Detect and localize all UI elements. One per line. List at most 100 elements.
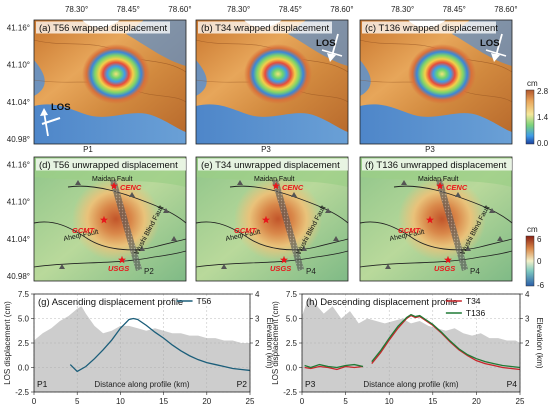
- colorbar-wrapped: cm 2.8 1.4 0.0: [525, 79, 549, 148]
- profile-end-label: P4: [507, 379, 518, 389]
- unwrapped-map-panel: (d) T56 unwrapped displacement Maidan Fau…: [33, 156, 187, 282]
- unwrapped-map-panel: (e) T34 unwrapped displacement Maidan Fau…: [195, 156, 349, 282]
- usgs-star: [444, 255, 452, 264]
- fault-triangle: [171, 236, 177, 241]
- longitude-label: 78.30°: [227, 5, 250, 14]
- cenc-label: CENC: [446, 183, 468, 192]
- map-frame: [33, 156, 187, 282]
- y-tick-label: 7.5: [286, 290, 298, 299]
- profile-swath: [272, 179, 304, 271]
- cenc-label: CENC: [120, 183, 142, 192]
- elevation-area: [302, 296, 520, 392]
- los-arrow-head: [491, 53, 500, 62]
- fault-triangle: [221, 264, 227, 269]
- x-tick-label: 10: [385, 397, 394, 406]
- x-tick-label: 20: [202, 397, 211, 406]
- longitude-label: 78.60°: [168, 5, 191, 14]
- deformation-field: [398, 177, 486, 261]
- fault-line: [195, 250, 349, 268]
- legend-label-t136: T136: [466, 308, 486, 318]
- series-line-t34: [371, 314, 521, 371]
- y2-axis-title: Elevation (km): [535, 317, 544, 368]
- cenc-star: [436, 181, 444, 190]
- cenc-label: CENC: [282, 183, 304, 192]
- y-tick-label: -2.5: [15, 388, 29, 397]
- y-axis-title: LOS displacement (cm): [3, 301, 12, 385]
- fault-triangle: [129, 192, 135, 197]
- y-tick-label: 0.0: [18, 364, 30, 373]
- fault-line: [393, 185, 513, 224]
- fault-triangle: [163, 208, 169, 213]
- y2-tick-label: 4: [255, 290, 260, 299]
- y-tick-label: -2.5: [283, 388, 297, 397]
- map-lowland: [196, 104, 348, 144]
- map-frame: [359, 19, 513, 145]
- y-tick-label: 2.5: [18, 339, 30, 348]
- deformation-fringes: [408, 44, 476, 104]
- profile-swath: [436, 179, 468, 271]
- longitude-label: 78.30°: [391, 5, 414, 14]
- colorbar-wrapped-unit: cm: [527, 79, 538, 88]
- chart-ascending-profile: 0 5 10 15 20 25 -2.5 0.0 2.5 5.0 7.5 2 3 4 LOS displac…: [3, 290, 274, 406]
- fault-triangle: [301, 246, 307, 251]
- map-frame: [195, 19, 349, 145]
- title-backdrop: [362, 158, 512, 171]
- y2-tick-label: 2: [525, 339, 530, 348]
- title-backdrop: [198, 21, 332, 34]
- longitude-label: 78.60°: [330, 5, 353, 14]
- profile-start-label: P3: [425, 145, 435, 154]
- profile-start-label: P1: [37, 379, 48, 389]
- series-line-t56: [69, 317, 251, 373]
- wrapped-map-panel: (a) T56 wrapped displacement LOS P1: [33, 19, 187, 154]
- los-arrow-head: [327, 53, 336, 62]
- latitude-label: 41.04°: [7, 235, 30, 244]
- chart-title: (h) Descending displacement profile: [306, 297, 458, 308]
- legend-label-t34: T34: [466, 296, 481, 306]
- cenc-star: [272, 181, 280, 190]
- x-axis-title: Distance along profile (km): [363, 380, 458, 389]
- fault-triangle: [465, 246, 471, 251]
- colorbar-unwrapped-tick-bottom: -6: [537, 281, 545, 290]
- usgs-star: [280, 255, 288, 264]
- series-line-t136: [371, 313, 521, 369]
- usgs-star: [118, 255, 126, 264]
- usgs-label: USGS: [434, 264, 455, 273]
- fault-line: [33, 221, 187, 251]
- profile-start-label: P1: [83, 145, 93, 154]
- fault-triangle: [291, 192, 297, 197]
- legend-label-t56: T56: [197, 296, 212, 306]
- unwrapped-map-panel: (f) T136 unwrapped displacement Maidan Fa…: [359, 156, 513, 282]
- colorbar-unwrapped-tick-mid: 0: [537, 257, 542, 266]
- longitude-label: 78.60°: [494, 5, 517, 14]
- map-lowland: [196, 60, 207, 96]
- y-tick-label: 0.0: [286, 364, 298, 373]
- x-axis-title: Distance along profile (km): [94, 380, 189, 389]
- gcmt-star: [262, 215, 270, 224]
- colorbar-wrapped-tick-top: 2.8: [537, 87, 549, 96]
- series-line-t136: [304, 363, 364, 369]
- maidan-fault-label: Maidan Fault: [92, 176, 133, 183]
- colorbar-unwrapped-tick-top: 6: [537, 235, 542, 244]
- map-title: (f) T136 unwrapped displacement: [365, 160, 507, 171]
- map-lowland: [34, 104, 186, 144]
- longitude-label: 78.45°: [279, 5, 302, 14]
- y2-tick-label: 3: [255, 315, 260, 324]
- y2-tick-label: 3: [525, 315, 530, 324]
- maidan-fault-label: Maidan Fault: [254, 176, 295, 183]
- gcmt-label: GCMT: [72, 226, 95, 235]
- los-label: LOS: [480, 38, 500, 49]
- los-arrow: LOS: [316, 33, 343, 62]
- los-arrow-line: [321, 49, 343, 57]
- fault-triangle: [139, 246, 145, 251]
- deformation-field: [234, 177, 322, 261]
- gcmt-label: GCMT: [398, 226, 421, 235]
- x-tick-label: 20: [472, 397, 481, 406]
- title-backdrop: [362, 21, 496, 34]
- x-tick-label: 0: [32, 397, 37, 406]
- los-arrow-line: [43, 111, 49, 137]
- latitude-label: 41.10°: [7, 198, 30, 207]
- title-backdrop: [198, 158, 348, 171]
- map-title: (c) T136 wrapped displacement: [365, 23, 498, 34]
- los-arrow-line: [495, 33, 503, 57]
